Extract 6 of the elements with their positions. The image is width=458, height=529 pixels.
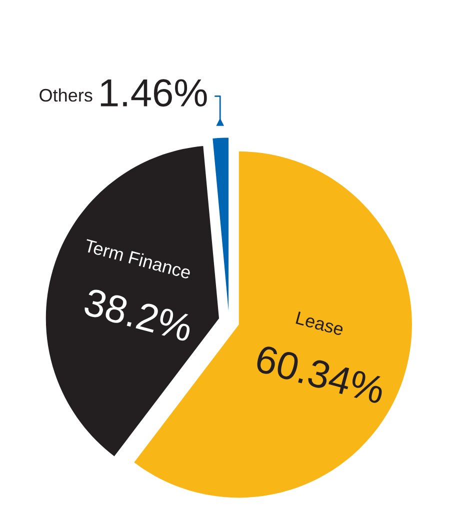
data-label: 38.2% [82, 288, 194, 342]
slice-label: Term Finance [84, 238, 192, 280]
slice-label: Others [40, 88, 92, 102]
data-label: 1.46% [100, 79, 207, 107]
data-label: 60.34% [254, 344, 386, 404]
slice-label: Lease [296, 312, 344, 336]
